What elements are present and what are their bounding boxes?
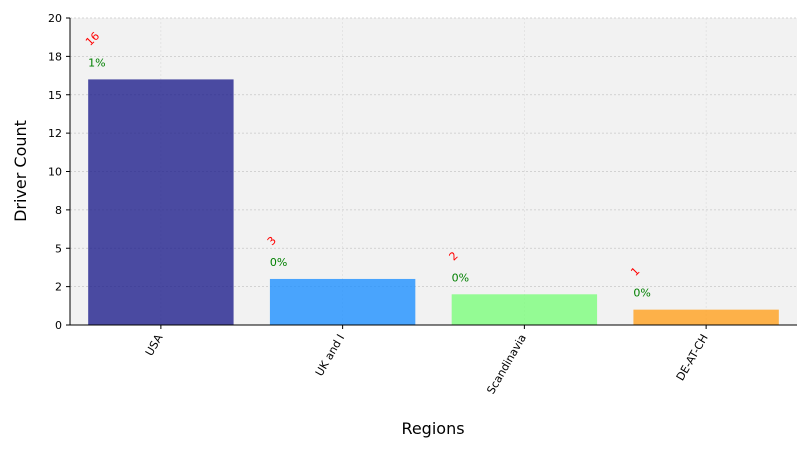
y-tick-label: 15 xyxy=(48,89,62,102)
y-tick-label: 18 xyxy=(48,50,62,63)
bar xyxy=(451,294,598,325)
y-tick-label: 10 xyxy=(48,166,62,179)
x-tick-label: Scandinavia xyxy=(484,332,529,396)
y-tick-label: 12 xyxy=(48,127,62,140)
y-tick-label: 0 xyxy=(55,319,62,332)
y-axis-ticks: 0 2 5 8 10 12 15 18 20 xyxy=(48,12,70,332)
x-axis-title: Regions xyxy=(401,419,464,438)
x-tick-label: UK and I xyxy=(313,332,347,379)
percent-label: 0% xyxy=(452,271,469,284)
y-tick-label: 2 xyxy=(55,281,62,294)
bar xyxy=(269,278,416,325)
x-tick-label: DE-AT-CH xyxy=(674,332,711,383)
y-tick-label: 8 xyxy=(55,204,62,217)
percent-label: 1% xyxy=(88,56,105,69)
bar xyxy=(633,309,779,325)
bars-group xyxy=(88,79,779,326)
x-tick-label: USA xyxy=(143,332,166,359)
percent-label: 0% xyxy=(633,287,650,300)
bar xyxy=(88,79,234,326)
x-axis-ticks: USA UK and I Scandinavia DE-AT-CH xyxy=(143,325,711,396)
y-axis-title: Driver Count xyxy=(11,120,30,222)
percent-label: 0% xyxy=(270,256,287,269)
y-tick-label: 5 xyxy=(55,242,62,255)
y-tick-label: 20 xyxy=(48,12,62,25)
